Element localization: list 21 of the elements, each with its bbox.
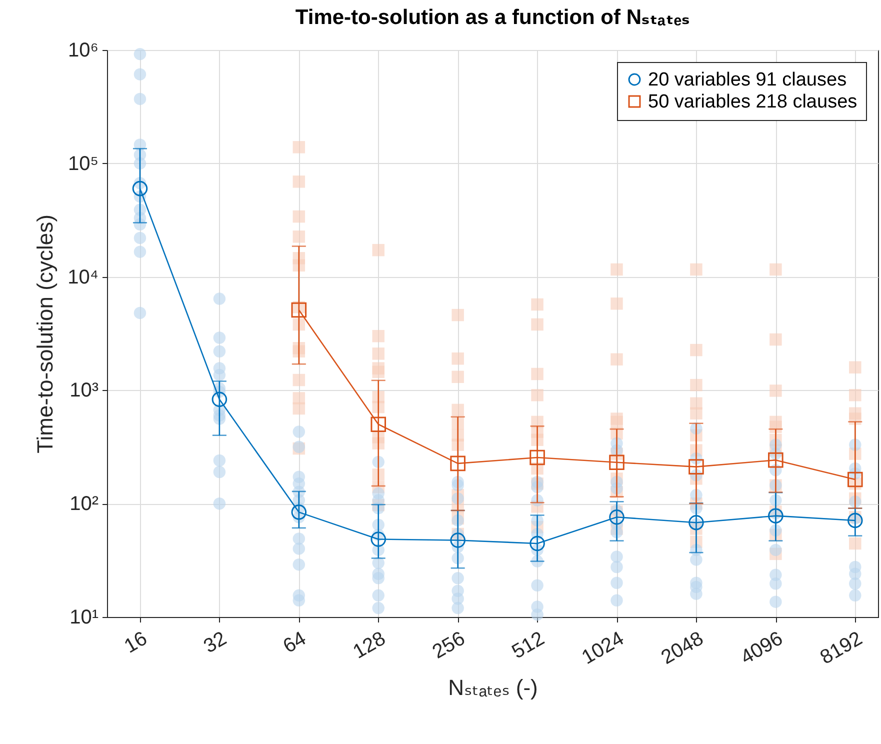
x-tick-label: 32 <box>200 628 230 658</box>
x-tick-label: 8192 <box>816 628 866 669</box>
x-tick-label: 128 <box>349 628 390 664</box>
y-tick-label: 10⁵ <box>68 152 98 175</box>
x-tick-label: 2048 <box>658 628 708 669</box>
x-axis-title: Nₛₜₐₜₑₛ (-) <box>448 675 538 700</box>
x-tick-label: 4096 <box>737 628 787 669</box>
y-tick-label: 10⁶ <box>68 40 98 62</box>
y-axis-title: Time-to-solution (cycles) <box>32 214 58 454</box>
y-tick-label: 10³ <box>70 380 99 402</box>
x-tick-label: 256 <box>428 628 469 664</box>
x-tick-label: 512 <box>508 628 548 664</box>
legend-label: 20 variables 91 clauses <box>648 70 847 90</box>
y-tick-label: 10¹ <box>70 606 99 628</box>
x-tick-label: 16 <box>120 628 151 658</box>
legend-label: 50 variables 218 clauses <box>648 92 858 112</box>
y-tick-label: 10⁴ <box>68 266 98 288</box>
x-tick-label: 64 <box>280 628 310 658</box>
chart-title: Time-to-solution as a function of Nₛₜₐₜₑₛ <box>295 6 690 29</box>
x-tick-label: 1024 <box>578 628 628 669</box>
y-tick-label: 10² <box>70 493 99 516</box>
